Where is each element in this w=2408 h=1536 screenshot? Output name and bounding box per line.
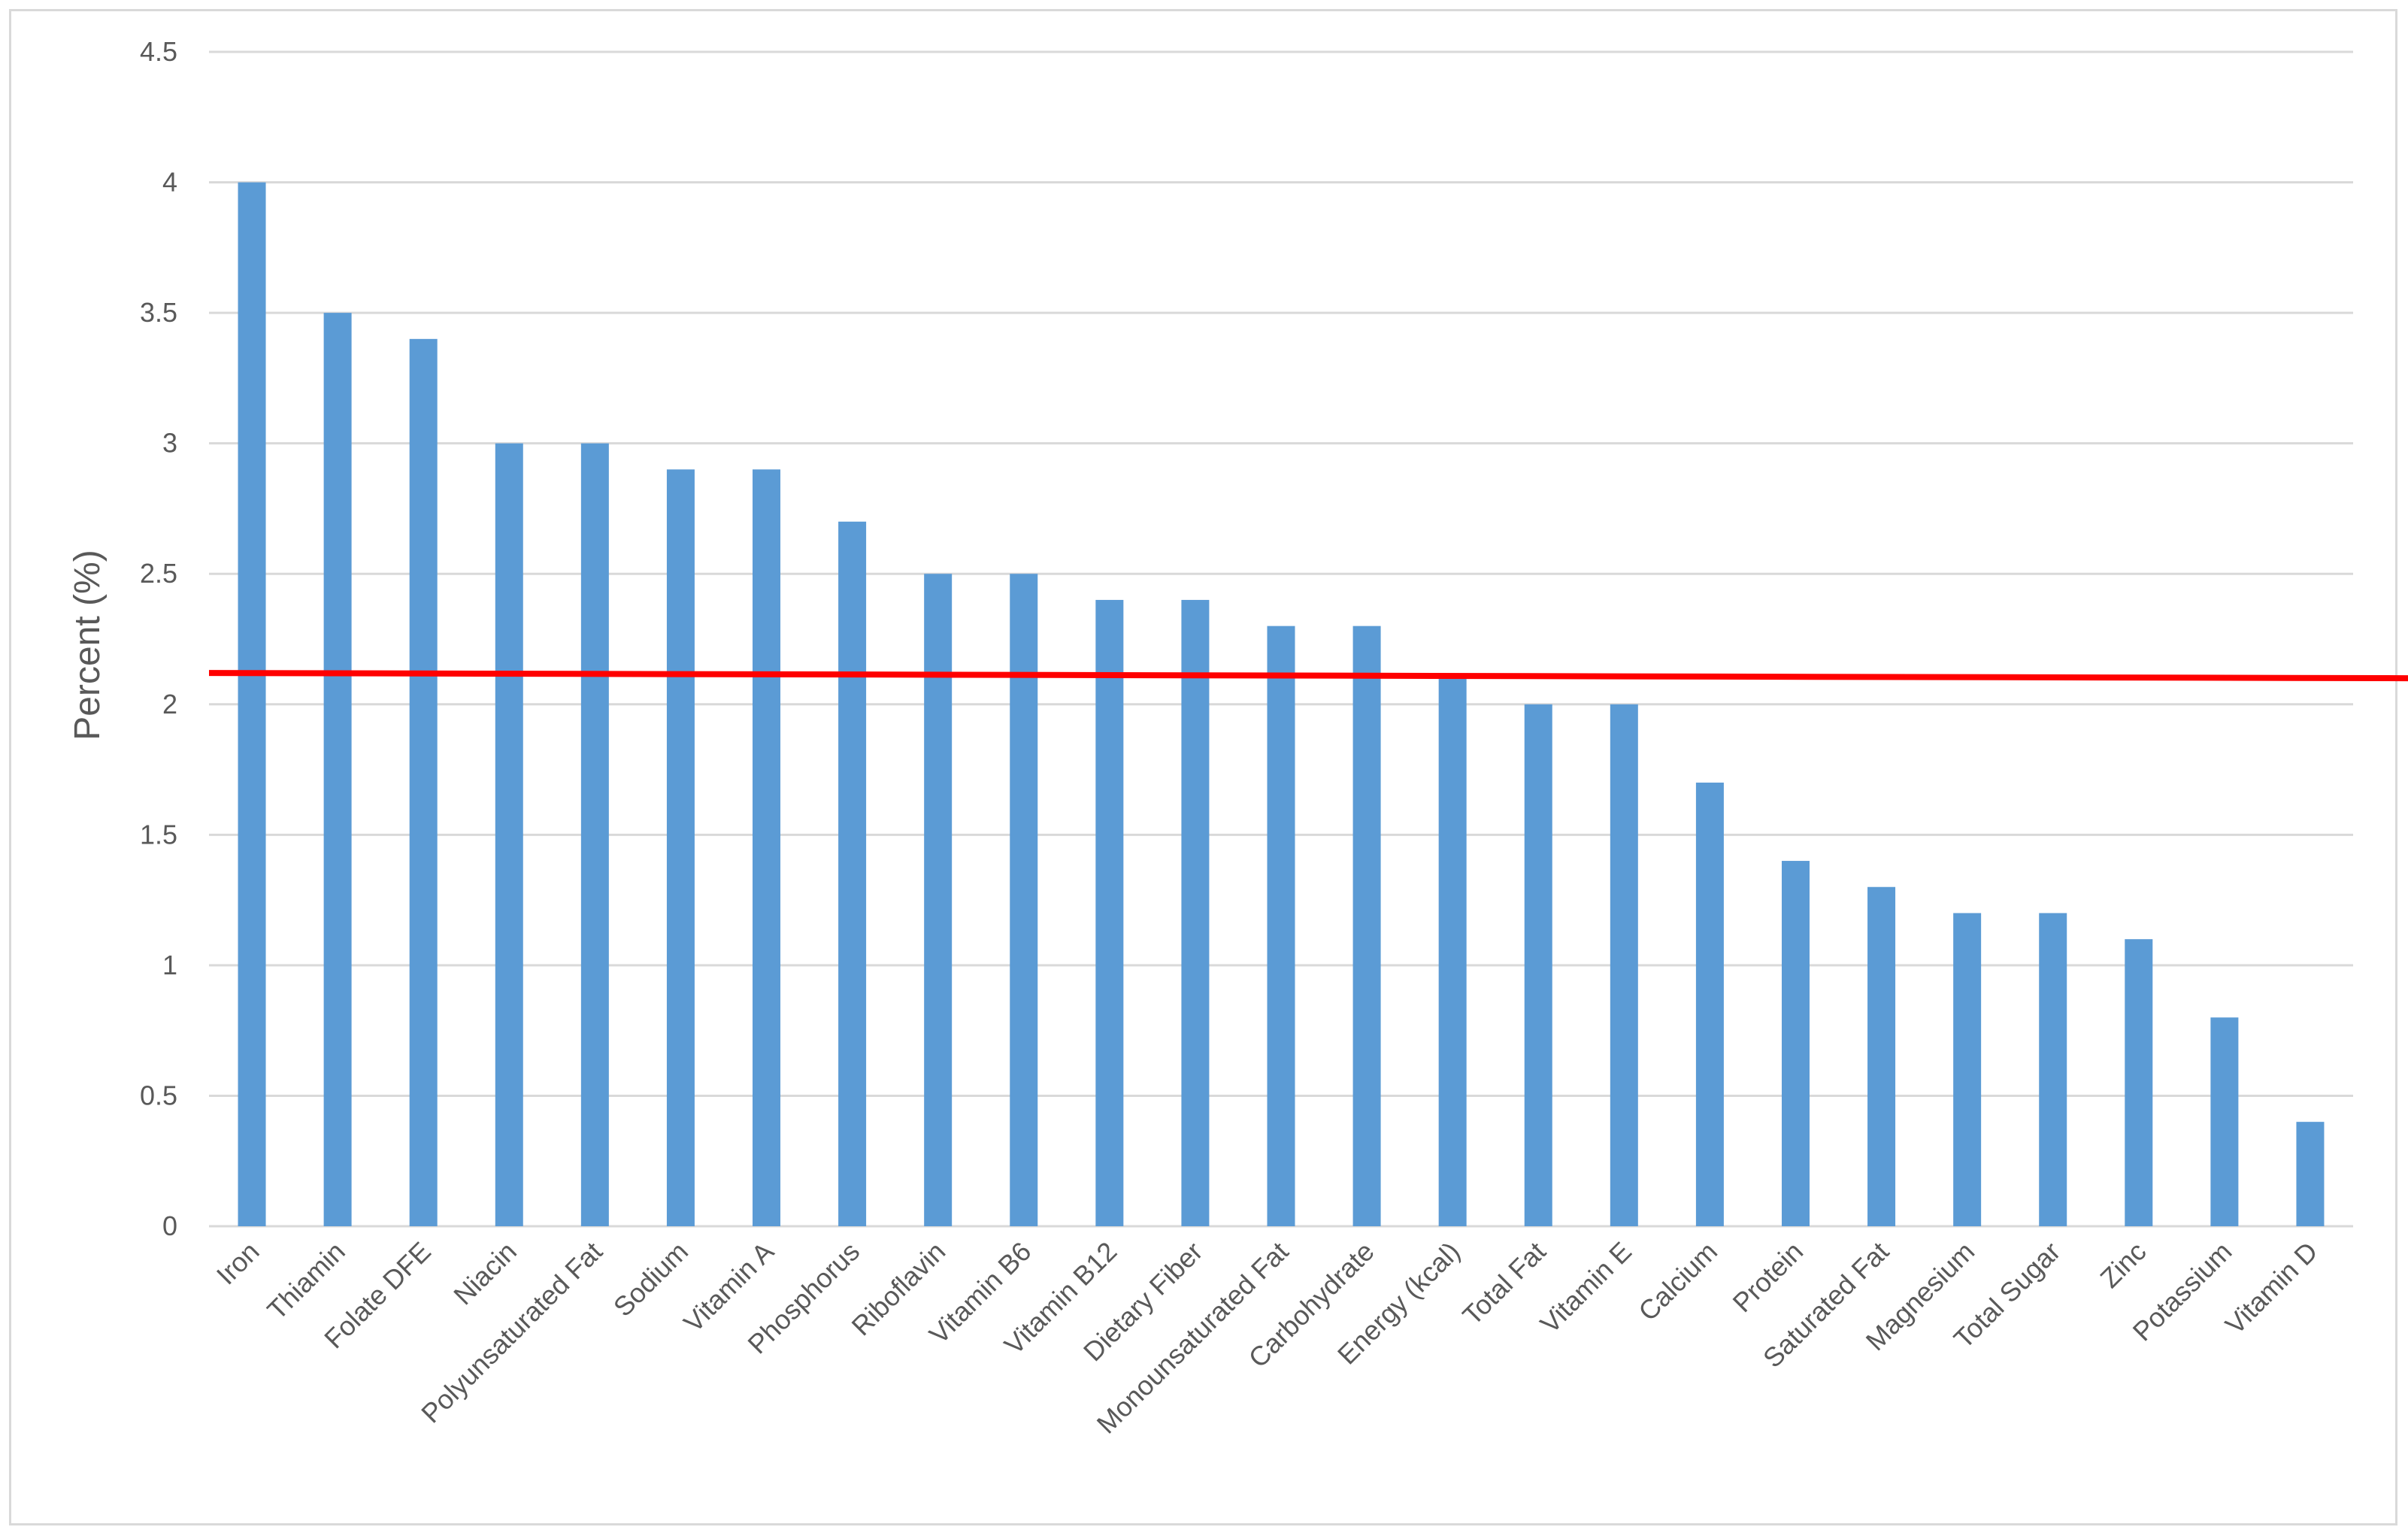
bar (1953, 913, 1982, 1226)
bar (580, 443, 609, 1226)
bar (1695, 782, 1724, 1226)
y-tick-label: 0.5 (140, 1080, 177, 1110)
bar (1438, 678, 1467, 1226)
y-tick-label: 3 (162, 428, 177, 459)
y-axis-title: Percent (%) (68, 550, 108, 740)
bar (323, 313, 352, 1227)
reference-line (208, 670, 2408, 682)
y-tick-label: 1 (162, 950, 177, 980)
y-tick-label: 4 (162, 167, 177, 198)
y-tick-label: 4.5 (140, 36, 177, 67)
y-tick-label: 2 (162, 689, 177, 720)
x-category-label: Sodium (607, 1236, 694, 1322)
x-category-label: Vitamin E (1534, 1236, 1637, 1339)
y-tick-label: 1.5 (140, 819, 177, 850)
y-tick-label: 0 (162, 1210, 177, 1241)
bar (1095, 599, 1124, 1226)
y-axis-tick-labels: 0 0.5 1 1.5 2 2.5 3 3.5 4 4.5 (140, 36, 177, 1241)
bar (838, 521, 867, 1226)
bar (1010, 574, 1038, 1226)
x-category-label: Thiamin (261, 1236, 351, 1326)
bar (1867, 886, 1896, 1226)
bar (1524, 704, 1552, 1226)
bar (495, 443, 523, 1226)
gridlines (209, 50, 2353, 1228)
x-category-label: Iron (211, 1236, 265, 1291)
x-category-label: Zinc (2094, 1236, 2152, 1294)
x-category-label: Protein (1726, 1236, 1809, 1319)
bar (1781, 861, 1810, 1226)
x-category-label: Vitamin D (2219, 1236, 2324, 1341)
bar (1181, 599, 1210, 1226)
bars (238, 182, 2325, 1227)
bar (2210, 1017, 2239, 1226)
bar (1352, 626, 1381, 1226)
x-category-label: Calcium (1632, 1236, 1723, 1327)
bar (753, 469, 781, 1226)
x-category-label: Niacin (447, 1236, 522, 1311)
reference-line-layer (208, 670, 2408, 682)
bar (666, 469, 695, 1226)
y-tick-label: 2.5 (140, 558, 177, 589)
bar (2125, 939, 2153, 1226)
bar (238, 182, 266, 1227)
bar (1267, 626, 1295, 1226)
y-tick-label: 3.5 (140, 297, 177, 328)
bar (2296, 1122, 2325, 1226)
bar (1610, 704, 1638, 1226)
bar (2039, 913, 2067, 1226)
bar (924, 574, 953, 1226)
bar (409, 338, 438, 1226)
